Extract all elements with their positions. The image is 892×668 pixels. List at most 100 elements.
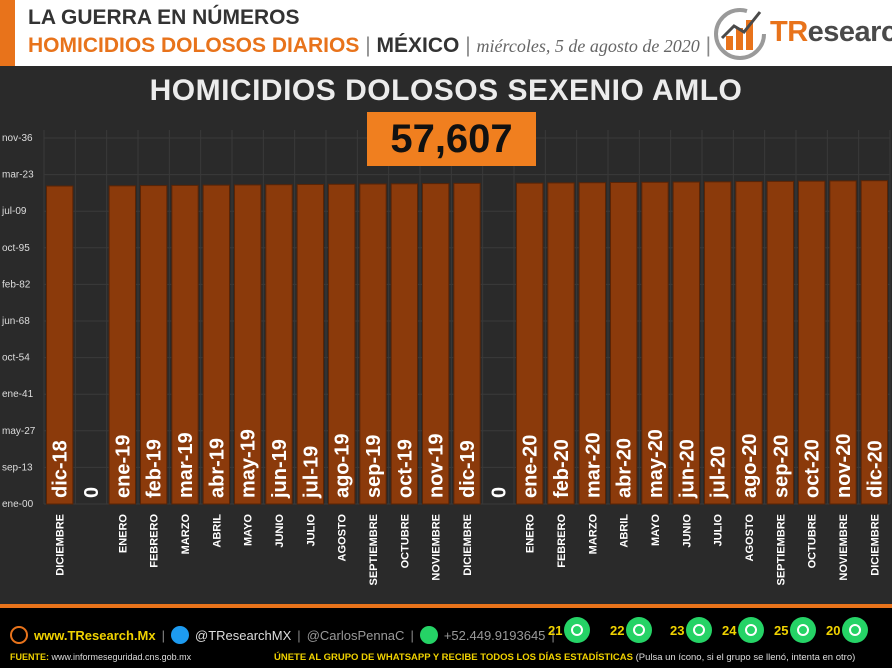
bar bbox=[265, 184, 293, 505]
x-category-label: AGOSTO bbox=[744, 514, 756, 562]
bar bbox=[140, 185, 168, 505]
x-category-label: FEBRERO bbox=[149, 514, 161, 568]
bar bbox=[704, 181, 732, 505]
personal-handle[interactable]: @CarlosPennaC bbox=[306, 627, 405, 643]
chart-title: HOMICIDIOS DOLOSOS SEXENIO AMLO bbox=[149, 74, 743, 107]
bar-data-label: abr-20 bbox=[614, 438, 636, 498]
x-category-label: OCTUBRE bbox=[807, 514, 819, 568]
bar-data-label: dic-19 bbox=[457, 440, 479, 498]
y-tick-label: jun-68 bbox=[1, 316, 30, 327]
bar-data-label: jun-19 bbox=[269, 439, 291, 499]
bar bbox=[798, 180, 826, 505]
bar-data-label: sep-20 bbox=[770, 435, 792, 498]
footer-separator: | bbox=[410, 627, 414, 643]
whatsapp-group-22[interactable]: 22 bbox=[610, 617, 653, 643]
bar bbox=[578, 182, 606, 505]
y-tick-label: jul-09 bbox=[1, 206, 27, 217]
bar bbox=[610, 181, 638, 505]
x-category-label: JULIO bbox=[305, 514, 317, 547]
x-category-label: MAYO bbox=[650, 514, 662, 546]
whatsapp-icon[interactable] bbox=[738, 617, 765, 643]
x-category-label: FEBRERO bbox=[556, 514, 568, 568]
y-tick-label: may-27 bbox=[2, 426, 36, 437]
bar-data-label: dic-20 bbox=[864, 440, 886, 498]
bar-data-label: dic-18 bbox=[50, 440, 72, 498]
website-link[interactable]: www.TResearch.Mx bbox=[34, 627, 156, 643]
tresearch-logo-text: TResearch bbox=[770, 16, 892, 48]
x-category-label: DICIEMBRE bbox=[869, 514, 881, 576]
footer-links: www.TResearch.Mx | @TResearchMX | @Carlo… bbox=[10, 622, 555, 648]
chart-panel: ene-00 sep-13 may-27 ene-41 oct-54 jun-68 feb-… bbox=[0, 66, 892, 604]
bar-data-label: ago-20 bbox=[739, 434, 761, 498]
bar bbox=[766, 180, 794, 505]
x-category-label: ENERO bbox=[117, 514, 129, 554]
bar-data-label: mar-19 bbox=[175, 432, 197, 498]
whatsapp-icon[interactable] bbox=[686, 617, 713, 643]
source-note: FUENTE: www.informeseguridad.cns.gob.mx bbox=[10, 652, 192, 662]
footer-separator: | bbox=[551, 627, 555, 643]
header-subtitle-topic: HOMICIDIOS DOLOSOS DIARIOS bbox=[28, 34, 360, 57]
footer-separator: | bbox=[297, 627, 301, 643]
footer: www.TResearch.Mx | @TResearchMX | @Carlo… bbox=[0, 604, 892, 668]
bar bbox=[860, 180, 888, 505]
whatsapp-group-23[interactable]: 23 bbox=[670, 617, 713, 643]
x-category-label: DICIEMBRE bbox=[462, 514, 474, 576]
bar-data-label: oct-19 bbox=[394, 439, 416, 498]
bar-data-label: mar-20 bbox=[582, 432, 604, 498]
bar bbox=[641, 181, 669, 505]
bar bbox=[672, 181, 700, 505]
bar bbox=[171, 184, 199, 505]
bar-data-label: jul-20 bbox=[708, 446, 730, 499]
x-category-label: ABRIL bbox=[619, 514, 631, 548]
bar-data-label: ene-20 bbox=[520, 435, 542, 498]
x-category-label: JUNIO bbox=[681, 514, 693, 548]
bar-data-label: oct-20 bbox=[802, 439, 824, 498]
bar-data-label: ene-19 bbox=[112, 435, 134, 498]
header-subtitle: HOMICIDIOS DOLOSOS DIARIOS | MÉXICO | mi… bbox=[28, 34, 711, 58]
bar bbox=[359, 183, 387, 505]
bar-data-label: jul-19 bbox=[300, 446, 322, 499]
bar-data-label: ago-19 bbox=[332, 434, 354, 498]
bar-data-label: sep-19 bbox=[363, 435, 385, 498]
y-tick-label: nov-36 bbox=[2, 133, 33, 144]
whatsapp-icon[interactable] bbox=[842, 617, 869, 643]
whatsapp-cta: ÚNETE AL GRUPO DE WHATSAPP Y RECIBE TODO… bbox=[274, 652, 856, 663]
x-category-label: JULIO bbox=[713, 514, 725, 547]
whatsapp-group-24[interactable]: 24 bbox=[722, 617, 765, 643]
bar bbox=[422, 183, 450, 505]
bar-data-label: may-20 bbox=[645, 429, 667, 498]
x-category-label: NOVIEMBRE bbox=[431, 514, 443, 581]
tresearch-logo[interactable]: TResearch bbox=[712, 2, 892, 62]
phone-number[interactable]: +52.449.9193645 bbox=[443, 627, 546, 643]
twitter-link[interactable]: @TResearchMX bbox=[195, 627, 292, 643]
bar-data-label: feb-19 bbox=[144, 439, 166, 498]
bar-data-label: nov-19 bbox=[426, 434, 448, 498]
source-url[interactable]: www.informeseguridad.cns.gob.mx bbox=[51, 652, 192, 662]
x-category-label: MARZO bbox=[587, 514, 599, 555]
bar-data-label: 0 bbox=[81, 487, 103, 498]
whatsapp-phone-icon bbox=[419, 626, 438, 644]
twitter-icon bbox=[171, 626, 190, 644]
bar-data-label: nov-20 bbox=[833, 434, 855, 498]
header-date: miércoles, 5 de agosto de 2020 bbox=[476, 36, 700, 56]
whatsapp-icon[interactable] bbox=[790, 617, 817, 643]
bar bbox=[202, 184, 230, 505]
bar bbox=[390, 183, 418, 505]
whatsapp-group-20[interactable]: 20 bbox=[826, 617, 869, 643]
bar bbox=[735, 181, 763, 505]
bar bbox=[296, 184, 324, 505]
tresearch-logo-icon bbox=[714, 8, 766, 60]
y-tick-label: sep-13 bbox=[2, 462, 33, 473]
whatsapp-group-21[interactable]: 21 bbox=[548, 617, 591, 643]
bar bbox=[829, 180, 857, 505]
header-separator: | bbox=[365, 34, 371, 57]
y-tick-label: ene-41 bbox=[2, 389, 34, 400]
bar-data-label: feb-20 bbox=[551, 439, 573, 498]
whatsapp-icon[interactable] bbox=[564, 617, 591, 643]
header-accent-bar bbox=[0, 0, 15, 66]
whatsapp-icon[interactable] bbox=[626, 617, 653, 643]
whatsapp-group-25[interactable]: 25 bbox=[774, 617, 817, 643]
bar bbox=[234, 184, 262, 505]
x-category-label: DICIEMBRE bbox=[55, 514, 67, 576]
whatsapp-cta-note: (Pulsa un ícono, si el grupo se llenó, i… bbox=[635, 652, 856, 663]
